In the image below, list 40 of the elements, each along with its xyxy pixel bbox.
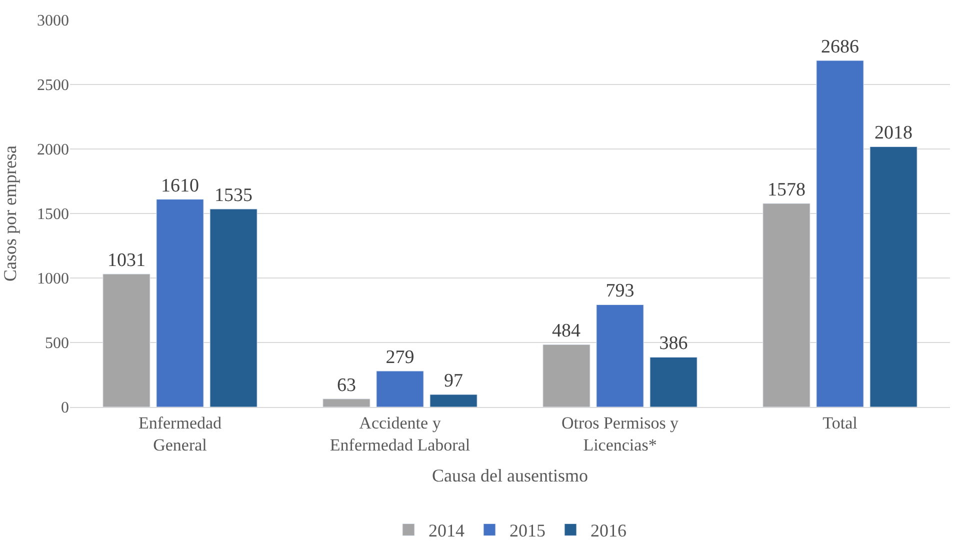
data-label: 97 [444,370,464,392]
y-tick-label: 0 [61,400,69,417]
x-tick-label: Total [822,413,858,432]
data-label: 279 [386,347,414,368]
bar [596,304,644,407]
bar [322,398,370,407]
bar [156,199,204,407]
y-tick-label: 1000 [37,270,69,288]
data-label: 63 [336,374,356,396]
legend-label: 2015 [510,520,546,541]
bar [430,394,478,407]
y-tick-label: 500 [45,335,69,352]
x-axis-title: Causa del ausentismo [432,466,588,486]
legend-label: 2016 [590,520,626,541]
legend-label: 2014 [428,520,464,541]
bar [650,356,698,407]
y-tick-label: 3000 [37,12,69,30]
data-label: 1031 [107,250,146,271]
y-tick-label: 2500 [37,77,69,94]
bar [376,370,424,407]
data-label: 386 [659,333,688,354]
data-label: 1578 [767,179,806,200]
data-label: 1535 [214,184,253,206]
y-tick-label: 1500 [37,206,69,224]
data-label: 2018 [874,122,913,144]
data-label: 2686 [821,36,859,58]
x-tick-label: Accidente y Enfermedad Laboral [330,413,470,454]
bar [870,146,918,407]
bar [816,60,864,407]
y-axis-title: Casos por empresa [0,146,20,282]
data-label: 1610 [161,175,199,196]
data-label: 793 [606,280,634,302]
x-tick-label: Otros Permisos y Licencias* [561,413,680,454]
x-tick-label: Enfermedad General [138,413,222,454]
bar [210,208,258,407]
y-tick-label: 2000 [37,142,69,159]
bar [542,344,590,407]
data-label: 484 [552,320,581,342]
bar [762,203,810,407]
bar [102,274,150,407]
